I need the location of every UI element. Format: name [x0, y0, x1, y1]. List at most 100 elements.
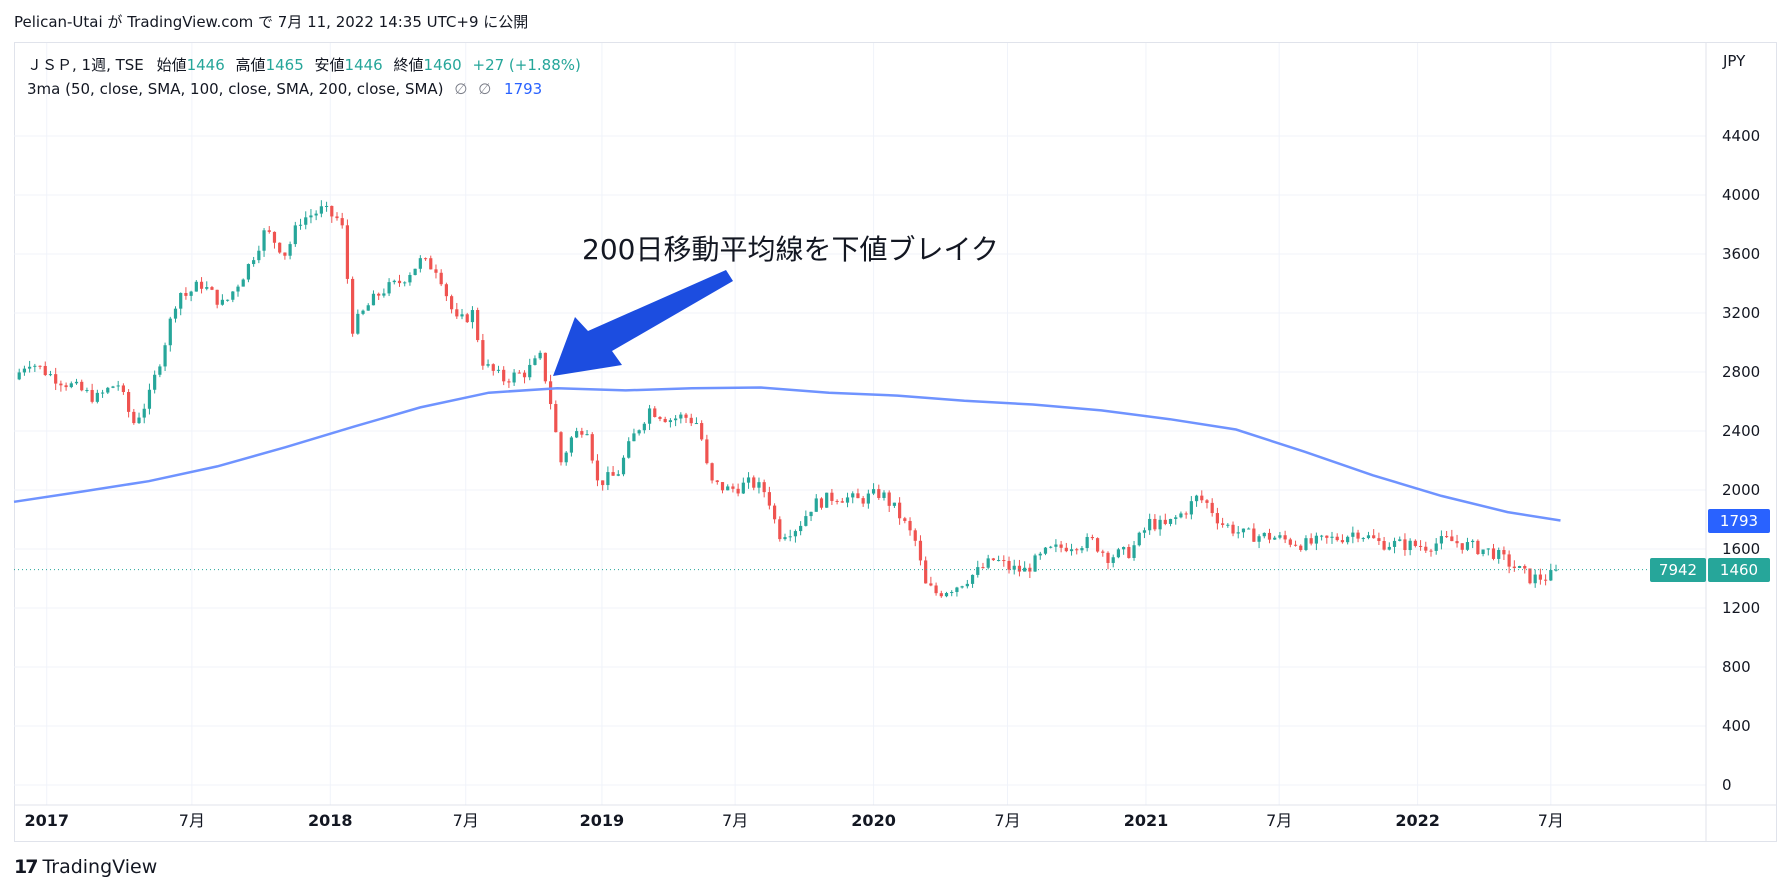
price-tick-label: 0	[1722, 776, 1732, 794]
currency-label[interactable]: JPY	[1723, 52, 1746, 70]
candle-body	[700, 423, 704, 440]
candle-body	[658, 417, 662, 419]
candle-body	[1392, 540, 1397, 547]
price-tick-label: 3600	[1722, 245, 1760, 263]
candle-body	[1372, 535, 1376, 539]
tradingview-logo[interactable]: 17 TradingView	[14, 856, 157, 878]
candle-body	[1486, 548, 1490, 550]
candle-body	[1502, 550, 1506, 555]
candle-body	[1325, 535, 1329, 538]
candle-body	[314, 213, 318, 216]
annotation-text[interactable]: 200日移動平均線を下値ブレイク	[582, 233, 999, 266]
candle-body	[970, 574, 975, 584]
high-label: 高値	[235, 56, 266, 74]
candle-body	[356, 313, 360, 334]
candle-body	[491, 364, 495, 371]
candle-body	[918, 540, 923, 561]
time-tick-label: 2019	[580, 811, 625, 830]
candle-body	[1445, 536, 1449, 538]
last-price-tag: 1460	[1708, 557, 1770, 582]
candle-body	[1111, 557, 1115, 563]
candle-body	[668, 420, 672, 423]
candle-body	[1517, 566, 1522, 568]
symbol-name[interactable]: ＪＳＰ, 1週, TSE	[27, 56, 144, 74]
candle-body	[1075, 549, 1079, 551]
candle-body	[1252, 528, 1256, 542]
candle-body	[278, 242, 282, 253]
candle-body	[345, 225, 350, 279]
price-tick-label: 800	[1722, 658, 1751, 676]
candle-body	[17, 372, 21, 380]
candle-body	[59, 383, 63, 386]
candle-body	[898, 502, 902, 519]
candle-body	[153, 374, 157, 390]
candle-body	[997, 560, 1001, 562]
candle-body	[1544, 579, 1548, 581]
open-value: 1446	[186, 56, 225, 74]
candle-body	[403, 282, 407, 284]
candle-body	[486, 364, 490, 366]
time-tick-label: 7月	[722, 811, 748, 830]
countdown-tag: 7942	[1650, 557, 1706, 582]
candle-body	[1153, 518, 1157, 530]
candle-body	[746, 477, 751, 483]
candle-body	[522, 372, 527, 378]
candle-body	[694, 423, 699, 425]
candle-body	[74, 381, 79, 384]
candle-body	[1439, 536, 1444, 544]
candle-body	[220, 299, 224, 305]
candle-body	[1549, 570, 1553, 581]
candle-body	[231, 291, 235, 300]
candle-body	[1465, 542, 1470, 550]
candle-body	[137, 417, 141, 424]
candle-body	[1257, 536, 1261, 542]
candle-body	[674, 418, 678, 421]
candle-body	[825, 492, 829, 508]
candle-body	[1471, 540, 1475, 543]
candle-body	[205, 287, 209, 289]
candle-body	[173, 308, 178, 319]
candle-body	[80, 381, 84, 391]
symbol-legend[interactable]: ＪＳＰ, 1週, TSE 始値1446 高値1465 安値1446 終値1460…	[27, 54, 581, 75]
indicator-legend[interactable]: 3ma (50, close, SMA, 100, close, SMA, 20…	[27, 80, 542, 98]
candle-body	[434, 269, 438, 273]
candle-body	[158, 366, 162, 375]
price-tick-label: 2000	[1722, 481, 1760, 499]
candle-body	[1205, 500, 1209, 503]
candle-body	[939, 593, 943, 597]
candle-body	[1174, 517, 1178, 519]
candle-body	[1273, 537, 1277, 540]
candle-body	[28, 366, 32, 369]
candle-body	[663, 418, 667, 423]
indicator-name[interactable]: 3ma (50, close, SMA, 100, close, SMA, 20…	[27, 80, 444, 98]
candle-body	[955, 587, 959, 592]
time-tick-label: 2018	[308, 811, 353, 830]
candle-body	[1293, 544, 1298, 546]
candle-body	[1418, 545, 1423, 547]
price-tick-label: 4000	[1722, 186, 1760, 204]
candle-body	[684, 414, 688, 418]
ma-200-line[interactable]	[13, 386, 1561, 522]
candle-body	[1210, 502, 1214, 514]
candle-body	[944, 592, 949, 597]
candle-body	[1491, 548, 1496, 559]
candle-body	[929, 583, 933, 586]
candle-body	[1424, 546, 1428, 551]
candle-body	[882, 492, 886, 498]
candle-body	[1148, 518, 1152, 531]
candle-body	[132, 411, 136, 424]
candle-body	[43, 365, 47, 376]
candle-body	[1054, 544, 1058, 547]
candle-body	[1304, 538, 1308, 550]
candle-body	[1267, 532, 1272, 540]
price-tick-label: 2400	[1722, 422, 1760, 440]
candle-body	[429, 258, 433, 270]
candle-body	[199, 281, 204, 289]
candle-body	[476, 310, 480, 341]
candle-body	[1122, 547, 1126, 550]
candle-body	[1382, 541, 1386, 550]
candle-body	[330, 205, 334, 217]
annotation-arrow[interactable]	[553, 270, 733, 376]
candle-body	[304, 217, 308, 225]
